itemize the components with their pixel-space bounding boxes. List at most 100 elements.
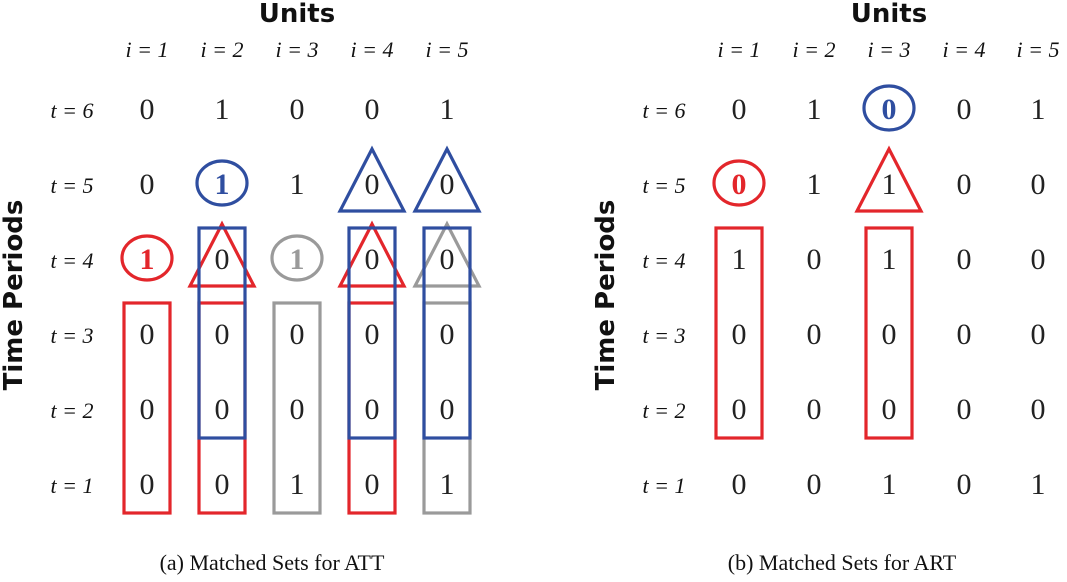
marks-a xyxy=(120,145,482,515)
row-label-a-t4: t = 4 xyxy=(51,248,94,273)
cell-value-b-r6-c2: 0 xyxy=(807,468,822,501)
cell-value-b-r1-c1: 0 xyxy=(732,93,747,126)
cell-value-a-r3-c1: 1 xyxy=(140,243,155,276)
cell-value-b-r5-c2: 0 xyxy=(807,393,822,426)
panel-b: Units Time Periods i = 1 i = 2 i = 3 i =… xyxy=(591,0,1059,575)
col-label-b-5: i = 5 xyxy=(1017,37,1060,62)
cell-value-a-r4-c3: 0 xyxy=(290,318,305,351)
cell-value-b-r4-c3: 0 xyxy=(882,318,897,351)
cell-value-a-r5-c5: 0 xyxy=(440,393,455,426)
cell-value-a-r5-c3: 0 xyxy=(290,393,305,426)
col-label-b-2: i = 2 xyxy=(793,37,836,62)
cells-b: 0 1 0 0 1 0 1 1 0 0 1 0 1 0 0 0 0 0 0 0 0 0 0 0 0 0 0 1 0 1 xyxy=(732,93,1046,501)
cell-value-b-r6-c4: 0 xyxy=(957,468,972,501)
row-label-a-t6: t = 6 xyxy=(51,98,94,123)
matched-set-box xyxy=(272,301,322,515)
cell-value-b-r1-c4: 0 xyxy=(957,93,972,126)
caption-a: (a) Matched Sets for ATT xyxy=(160,550,385,575)
cell-value-a-r1-c5: 1 xyxy=(440,93,455,126)
cell-value-b-r2-c1: 0 xyxy=(732,168,747,201)
marks-b xyxy=(712,84,924,440)
treated-unit-circle xyxy=(120,234,174,282)
treated-unit-circle xyxy=(862,84,916,132)
cell-value-a-r4-c2: 0 xyxy=(215,318,230,351)
cell-value-b-r3-c5: 0 xyxy=(1031,243,1046,276)
cell-value-b-r2-c2: 1 xyxy=(807,168,822,201)
cell-value-b-r4-c4: 0 xyxy=(957,318,972,351)
cell-value-a-r4-c1: 0 xyxy=(140,318,155,351)
row-label-a-t2: t = 2 xyxy=(51,398,94,423)
cell-value-a-r4-c5: 0 xyxy=(440,318,455,351)
matched-control-triangle xyxy=(337,145,407,213)
cells-a: 0 1 0 0 1 0 1 1 0 0 1 0 1 0 0 0 0 0 0 0 0 0 0 0 0 0 0 1 0 1 xyxy=(140,93,455,501)
col-label-a-2: i = 2 xyxy=(201,37,244,62)
cell-value-b-r4-c1: 0 xyxy=(732,318,747,351)
matched-set-box xyxy=(714,226,764,440)
cell-value-a-r2-c4: 0 xyxy=(365,168,380,201)
panel-a: Units Time Periods i = 1 i = 2 i = 3 i =… xyxy=(0,0,482,575)
cell-value-a-r1-c2: 1 xyxy=(215,93,230,126)
cell-value-b-r6-c3: 1 xyxy=(882,468,897,501)
cell-value-a-r6-c2: 0 xyxy=(215,468,230,501)
matched-set-box xyxy=(197,226,247,440)
time-periods-title-a: Time Periods xyxy=(0,200,29,391)
matched-set-box xyxy=(122,301,172,515)
cell-value-a-r5-c4: 0 xyxy=(365,393,380,426)
col-label-b-3: i = 3 xyxy=(868,37,911,62)
row-label-b-t4: t = 4 xyxy=(643,248,686,273)
cell-value-b-r2-c3: 1 xyxy=(882,168,897,201)
cell-value-b-r4-c2: 0 xyxy=(807,318,822,351)
row-label-b-t2: t = 2 xyxy=(643,398,686,423)
cell-value-a-r3-c2: 0 xyxy=(215,243,230,276)
cell-value-b-r5-c1: 0 xyxy=(732,393,747,426)
cell-value-b-r2-c5: 0 xyxy=(1031,168,1046,201)
row-label-a-t3: t = 3 xyxy=(51,323,94,348)
row-label-b-t5: t = 5 xyxy=(643,173,686,198)
cell-value-b-r3-c1: 1 xyxy=(732,243,747,276)
cell-value-a-r4-c4: 0 xyxy=(365,318,380,351)
cell-value-a-r3-c5: 0 xyxy=(440,243,455,276)
col-label-a-1: i = 1 xyxy=(126,37,169,62)
cell-value-b-r3-c4: 0 xyxy=(957,243,972,276)
cell-value-b-r1-c2: 1 xyxy=(807,93,822,126)
treated-unit-circle xyxy=(712,159,766,207)
col-label-a-4: i = 4 xyxy=(351,37,394,62)
row-label-a-t1: t = 1 xyxy=(51,473,94,498)
cell-value-a-r3-c4: 0 xyxy=(365,243,380,276)
cell-value-a-r6-c3: 1 xyxy=(290,468,305,501)
units-title-a: Units xyxy=(259,0,335,29)
cell-value-a-r2-c3: 1 xyxy=(290,168,305,201)
row-label-b-t6: t = 6 xyxy=(643,98,686,123)
cell-value-a-r2-c2: 1 xyxy=(215,168,230,201)
caption-b: (b) Matched Sets for ART xyxy=(728,550,957,575)
cell-value-a-r1-c4: 0 xyxy=(365,93,380,126)
cell-value-a-r6-c4: 0 xyxy=(365,468,380,501)
matched-control-triangle xyxy=(187,220,257,288)
treated-unit-circle xyxy=(195,159,249,207)
col-label-a-3: i = 3 xyxy=(276,37,319,62)
col-label-b-4: i = 4 xyxy=(943,37,986,62)
cell-value-a-r2-c5: 0 xyxy=(440,168,455,201)
cell-value-b-r3-c3: 1 xyxy=(882,243,897,276)
row-label-b-t3: t = 3 xyxy=(643,323,686,348)
cell-value-b-r5-c5: 0 xyxy=(1031,393,1046,426)
row-label-b-t1: t = 1 xyxy=(643,473,686,498)
cell-value-a-r5-c2: 0 xyxy=(215,393,230,426)
cell-value-b-r2-c4: 0 xyxy=(957,168,972,201)
col-label-b-1: i = 1 xyxy=(718,37,761,62)
cell-value-b-r6-c5: 1 xyxy=(1031,468,1046,501)
time-periods-title-b: Time Periods xyxy=(591,200,621,391)
row-label-a-t5: t = 5 xyxy=(51,173,94,198)
cell-value-b-r1-c3: 0 xyxy=(882,93,897,126)
col-label-a-5: i = 5 xyxy=(426,37,469,62)
cell-value-a-r1-c1: 0 xyxy=(140,93,155,126)
matched-set-box xyxy=(422,226,472,440)
matched-control-triangle xyxy=(412,220,482,288)
matched-set-box xyxy=(347,226,397,440)
matched-control-triangle xyxy=(337,220,407,288)
cell-value-b-r6-c1: 0 xyxy=(732,468,747,501)
cell-value-b-r3-c2: 0 xyxy=(807,243,822,276)
matched-set-box xyxy=(864,226,914,440)
